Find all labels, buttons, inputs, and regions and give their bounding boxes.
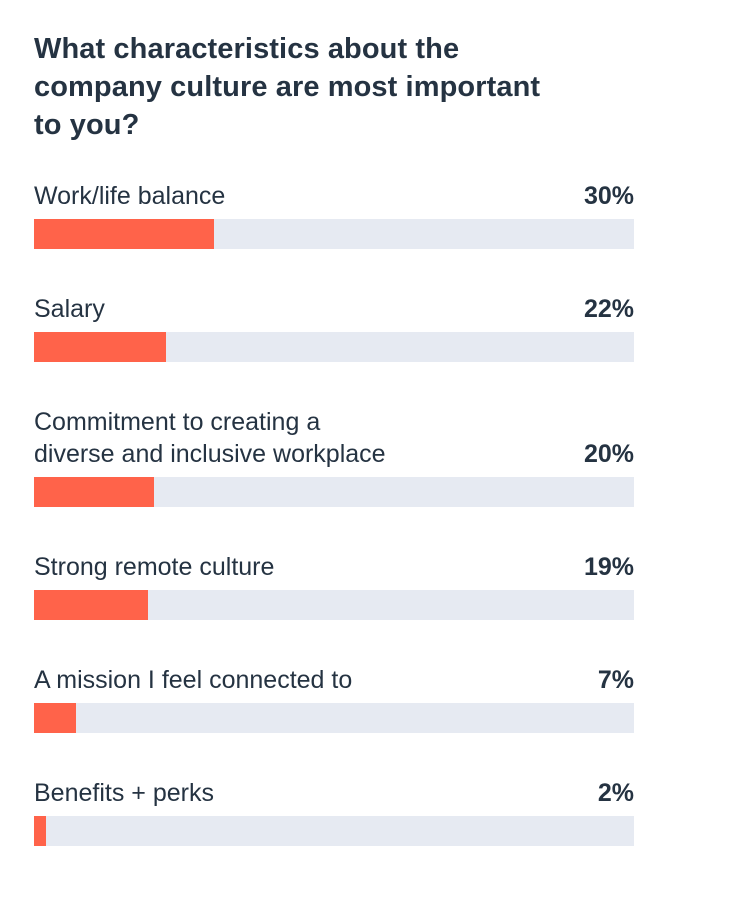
bar-fill	[34, 590, 148, 620]
bar-value-label: 20%	[583, 440, 634, 468]
bar-list: Work/life balance 30% Salary 22% Commitm…	[34, 180, 634, 846]
bar-label: A mission I feel connected to	[34, 666, 353, 694]
bar-row: Commitment to creating a diverse and inc…	[34, 406, 634, 507]
bar-fill	[34, 816, 46, 846]
bar-value-label: 19%	[583, 553, 634, 581]
bar-row: Benefits + perks 2%	[34, 777, 634, 846]
bar-label: Commitment to creating a diverse and inc…	[34, 408, 386, 468]
chart: What characteristics about the company c…	[34, 30, 634, 846]
bar-track	[34, 590, 634, 620]
bar-track	[34, 816, 634, 846]
bar-value-label: 7%	[597, 666, 634, 694]
bar-row: A mission I feel connected to 7%	[34, 664, 634, 733]
bar-track	[34, 703, 634, 733]
bar-value-label: 30%	[583, 182, 634, 210]
bar-value-label: 2%	[597, 779, 634, 807]
bar-label: Strong remote culture	[34, 553, 275, 581]
bar-track	[34, 332, 634, 362]
bar-track	[34, 477, 634, 507]
bar-fill	[34, 219, 214, 249]
bar-row: Work/life balance 30%	[34, 180, 634, 249]
bar-fill	[34, 703, 76, 733]
bar-track	[34, 219, 634, 249]
bar-label: Benefits + perks	[34, 779, 214, 807]
bar-fill	[34, 332, 166, 362]
bar-label: Salary	[34, 295, 105, 323]
bar-fill	[34, 477, 154, 507]
bar-value-label: 22%	[583, 295, 634, 323]
chart-title: What characteristics about the company c…	[34, 33, 541, 141]
bar-row: Strong remote culture 19%	[34, 551, 634, 620]
bar-label: Work/life balance	[34, 182, 226, 210]
bar-row: Salary 22%	[34, 293, 634, 362]
